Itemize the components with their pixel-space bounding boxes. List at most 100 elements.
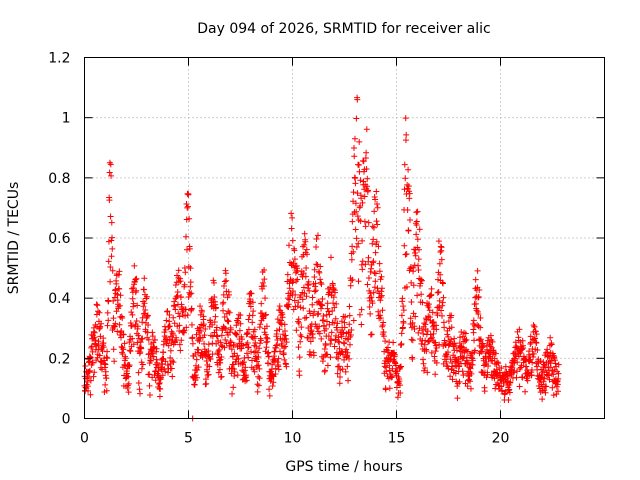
data-point bbox=[555, 361, 562, 368]
data-point bbox=[185, 191, 192, 198]
data-point bbox=[299, 296, 306, 303]
data-point bbox=[172, 306, 179, 313]
data-point bbox=[228, 346, 235, 353]
data-point bbox=[102, 368, 109, 375]
data-point bbox=[358, 195, 365, 202]
data-point bbox=[133, 287, 140, 294]
data-point bbox=[338, 333, 345, 340]
data-point bbox=[373, 188, 380, 195]
data-point bbox=[250, 308, 257, 315]
data-point bbox=[145, 321, 152, 328]
data-point bbox=[324, 300, 331, 307]
data-point bbox=[306, 287, 313, 294]
data-point bbox=[106, 169, 113, 176]
data-point bbox=[247, 303, 254, 310]
data-point bbox=[236, 327, 243, 334]
data-point bbox=[506, 389, 513, 396]
data-point bbox=[116, 285, 123, 292]
data-point bbox=[359, 237, 366, 244]
data-point bbox=[362, 155, 369, 162]
data-point bbox=[310, 352, 317, 359]
data-point bbox=[481, 388, 488, 395]
data-point bbox=[317, 276, 324, 283]
data-point bbox=[251, 368, 258, 375]
data-point bbox=[416, 226, 423, 233]
data-point bbox=[244, 350, 251, 357]
data-point bbox=[429, 309, 436, 316]
data-point bbox=[370, 258, 377, 265]
data-point bbox=[265, 353, 272, 360]
data-point bbox=[319, 358, 326, 365]
data-point bbox=[286, 285, 293, 292]
y-tick-label: 1 bbox=[62, 111, 71, 127]
data-point bbox=[470, 317, 477, 324]
data-point bbox=[418, 277, 425, 284]
data-point bbox=[401, 161, 408, 168]
data-point bbox=[440, 294, 447, 301]
data-point bbox=[233, 331, 240, 338]
data-point bbox=[137, 390, 144, 397]
data-point bbox=[129, 335, 136, 342]
data-point bbox=[193, 374, 200, 381]
data-point bbox=[317, 279, 324, 286]
data-point bbox=[367, 310, 374, 317]
data-point bbox=[537, 358, 544, 365]
data-point bbox=[273, 327, 280, 334]
data-point bbox=[396, 378, 403, 385]
data-point bbox=[138, 345, 145, 352]
data-point bbox=[310, 312, 317, 319]
data-point bbox=[176, 322, 183, 329]
data-point bbox=[295, 344, 302, 351]
data-point bbox=[533, 340, 540, 347]
data-point bbox=[365, 254, 372, 261]
data-point bbox=[469, 357, 476, 364]
data-point bbox=[112, 320, 119, 327]
data-point bbox=[164, 308, 171, 315]
data-point bbox=[82, 363, 89, 370]
data-point bbox=[538, 374, 545, 381]
data-point bbox=[156, 393, 163, 400]
data-point bbox=[522, 388, 529, 395]
data-point bbox=[235, 355, 242, 362]
data-point bbox=[530, 350, 537, 357]
data-point bbox=[125, 389, 132, 396]
data-point bbox=[378, 285, 385, 292]
data-point bbox=[540, 378, 547, 385]
data-point bbox=[262, 312, 269, 319]
y-axis-label: SRMTID / TECUs bbox=[6, 182, 22, 295]
data-point bbox=[274, 316, 281, 323]
data-point bbox=[159, 360, 166, 367]
data-point bbox=[138, 365, 145, 372]
data-point bbox=[353, 235, 360, 242]
data-point bbox=[281, 344, 288, 351]
data-point bbox=[451, 340, 458, 347]
data-point bbox=[294, 276, 301, 283]
data-point bbox=[302, 273, 309, 280]
data-point bbox=[168, 328, 175, 335]
data-point bbox=[211, 293, 218, 300]
data-point bbox=[92, 337, 99, 344]
data-point bbox=[352, 200, 359, 207]
data-point bbox=[289, 214, 296, 221]
data-point bbox=[401, 242, 408, 249]
data-point bbox=[335, 355, 342, 362]
data-point bbox=[373, 218, 380, 225]
data-point bbox=[97, 323, 104, 330]
data-point bbox=[436, 260, 443, 267]
data-point bbox=[264, 335, 271, 342]
data-point bbox=[143, 293, 150, 300]
data-point bbox=[197, 303, 204, 310]
data-point bbox=[264, 350, 271, 357]
data-point bbox=[218, 353, 225, 360]
data-point bbox=[514, 359, 521, 366]
data-point bbox=[394, 394, 401, 401]
data-point bbox=[361, 193, 368, 200]
data-point bbox=[350, 189, 357, 196]
data-point bbox=[414, 208, 421, 215]
data-point bbox=[359, 266, 366, 273]
data-point bbox=[122, 355, 129, 362]
data-point bbox=[187, 279, 194, 286]
data-point bbox=[211, 319, 218, 326]
data-point bbox=[175, 267, 182, 274]
data-point bbox=[372, 196, 379, 203]
